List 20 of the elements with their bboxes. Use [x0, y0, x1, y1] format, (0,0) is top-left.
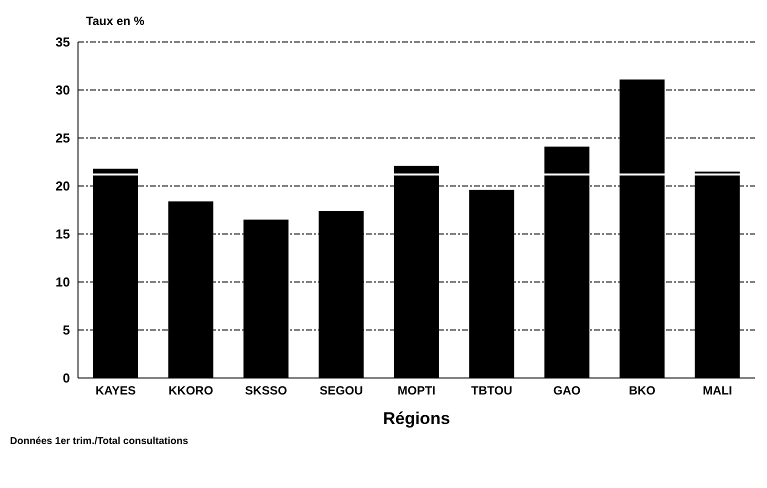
- x-tick-label: MALI: [702, 384, 732, 398]
- y-tick-label: 25: [56, 130, 70, 146]
- y-tick-label: 30: [56, 82, 70, 98]
- y-tick-label: 15: [56, 226, 70, 242]
- x-axis-title: Régions: [382, 409, 450, 428]
- y-tick-label: 0: [62, 370, 70, 386]
- x-tick-label: SKSSO: [245, 384, 288, 398]
- text: Données 1er trim./Total consultations: [10, 436, 188, 447]
- y-tick-label: 5: [62, 322, 70, 338]
- x-tick-label: SEGOU: [320, 384, 363, 398]
- y-axis-title: Taux en %: [86, 14, 144, 28]
- x-tick-label: KAYES: [95, 384, 136, 398]
- x-tick-label: BKO: [628, 384, 656, 398]
- x-tick-label: KKORO: [168, 384, 214, 398]
- x-tick-label: MOPTI: [398, 384, 436, 398]
- x-tick-label: TBTOU: [471, 384, 512, 398]
- y-tick-label: 35: [56, 34, 70, 50]
- y-tick-label: 20: [56, 178, 70, 194]
- x-tick-label: GAO: [553, 384, 581, 398]
- y-tick-label: 10: [56, 274, 70, 290]
